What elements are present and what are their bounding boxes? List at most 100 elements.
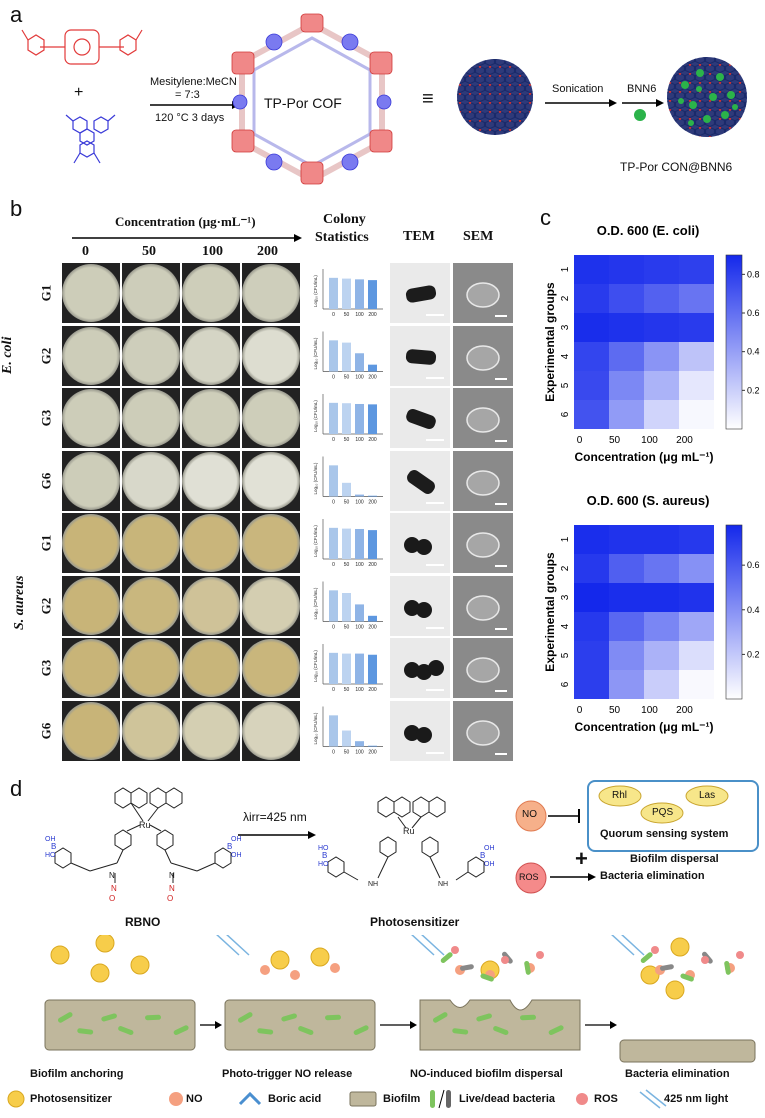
bar-tick-label: 50	[344, 375, 350, 381]
bacterium	[281, 1013, 297, 1022]
legend-photosensitizer-icon	[7, 1090, 25, 1108]
petri-dish-plate	[62, 701, 120, 760]
bar-tick-label: 200	[368, 500, 377, 506]
heat-cell-r3-c4	[679, 313, 714, 342]
dispersed-bacterium	[524, 960, 531, 975]
bnn6-dot-icon	[634, 109, 646, 121]
colorbar-tick: 0.2	[747, 385, 760, 395]
colorbar-tick: 0.8	[747, 269, 760, 279]
sonication-arrow	[545, 99, 617, 107]
light-ray	[226, 935, 250, 956]
bar-r2-c2	[342, 342, 351, 372]
legend-label-3: Boric acid	[268, 1093, 322, 1105]
bacterium	[325, 1014, 342, 1021]
colorbar-tick: 0.6	[747, 560, 760, 570]
petri-dish-plate	[182, 264, 240, 322]
heat-row-label: 2	[560, 295, 571, 301]
legend-label-1: Photosensitizer	[30, 1093, 112, 1105]
svg-text:OH: OH	[484, 845, 495, 852]
sem-image-8	[453, 700, 513, 761]
bar-tick-label: 200	[368, 312, 377, 318]
petri-dish-plate	[242, 451, 300, 510]
sem-image-3	[453, 388, 513, 448]
bar-tick-label: 100	[355, 312, 364, 318]
petri-dish-r7-c3	[182, 638, 240, 698]
svg-text:O: O	[109, 894, 115, 903]
sem-image-5	[453, 513, 513, 573]
bar-chart-group-3: Log₁₀ (CFU/mL) 0 50 100 200	[313, 394, 383, 443]
heat-cell-r2-c2	[609, 554, 644, 583]
no-circle-icon	[515, 800, 547, 832]
group-label-6: G2	[38, 597, 54, 614]
heat-cell-r6-c4	[679, 400, 714, 429]
bar-r5-c3	[355, 528, 364, 559]
heat-cell-r5-c1	[574, 371, 609, 400]
bar-tick-label: 100	[355, 625, 364, 631]
petri-dish-plate	[242, 389, 300, 447]
petri-dish-r2-c4	[242, 325, 300, 386]
bar-r1-c1	[329, 277, 338, 309]
bar-tick-label: 100	[355, 687, 364, 693]
heat-row-label: 6	[560, 411, 571, 417]
bar-r5-c1	[329, 527, 338, 559]
heatmap-1: O.D. 600 (E. coli) 1 2 3 4 5 6 0 50 100 200 Experim…	[543, 223, 760, 464]
group-label-7: G3	[38, 659, 54, 677]
panel-a: a + Mesitylene:MeCN = 7:3 120 °C 3 days	[0, 0, 765, 190]
conditions-label: 120 °C 3 days	[155, 112, 225, 124]
sem-header: SEM	[463, 229, 494, 244]
petri-dish-plate	[182, 326, 240, 385]
rhl-label: Rhl	[612, 790, 628, 801]
heat-cell-r6-c1	[574, 670, 609, 699]
biofilm-slab	[224, 999, 376, 1051]
ros-particle	[536, 951, 544, 959]
bacterium	[118, 1026, 134, 1036]
petri-dish-plate	[62, 576, 120, 635]
rhl-ellipse-icon	[598, 785, 642, 807]
bar-tick-label: 0	[332, 750, 335, 756]
heat-cell-r1-c4	[679, 255, 714, 284]
heat-col-label: 50	[609, 435, 621, 446]
bacterium	[353, 1025, 369, 1035]
bar-tick-label: 200	[368, 375, 377, 381]
heat-cell-r3-c3	[644, 583, 679, 612]
heat-row-label: 4	[560, 353, 571, 359]
bar-tick-label: 100	[355, 500, 364, 506]
bar-tick-label: 50	[344, 750, 350, 756]
bar-r4-c4	[368, 495, 377, 497]
heat-col-label: 100	[641, 435, 658, 446]
light-ray	[216, 935, 240, 956]
petri-dish-r7-c2	[122, 638, 180, 698]
con-bnn6-sphere-illustration	[667, 57, 747, 137]
heat-cell-r1-c1	[574, 525, 609, 554]
petri-dish-r8-c2	[122, 700, 180, 761]
step-label-4: Bacteria elimination	[625, 1068, 730, 1080]
bacteria-elimination-label: Bacteria elimination	[600, 870, 705, 882]
bar-tick-label: 100	[355, 562, 364, 568]
bar-tick-label: 200	[368, 687, 377, 693]
bacterium	[452, 1028, 469, 1035]
heat-cell-r6-c1	[574, 400, 609, 429]
bar-tick-label: 100	[355, 375, 364, 381]
biofilm-step-3	[411, 935, 617, 1051]
photosensitizer-particle	[95, 935, 115, 953]
petri-dish-r1-c2	[122, 263, 180, 323]
legend-label-5: Live/dead bacteria	[459, 1093, 555, 1105]
bar-tick-label: 100	[355, 437, 364, 443]
irradiation-label: λirr=425 nm	[243, 810, 307, 824]
sem-image-6	[453, 575, 513, 636]
heat-row-label: 2	[560, 565, 571, 571]
heat-cell-r2-c1	[574, 554, 609, 583]
colorbar	[725, 254, 743, 430]
bar-tick-label: 200	[368, 625, 377, 631]
bar-ylabel: Log₁₀ (CFU/mL)	[313, 462, 318, 494]
heat-col-label: 200	[676, 705, 693, 716]
bar-chart-group-7: Log₁₀ (CFU/mL) 0 50 100 200	[313, 644, 383, 693]
heat-row-label: 5	[560, 652, 571, 658]
bar-tick-label: 200	[368, 437, 377, 443]
heat-cell-r1-c3	[644, 525, 679, 554]
petri-dish-plate	[62, 639, 120, 697]
petri-dish-r8-c1	[62, 700, 120, 761]
petri-dish-plate	[242, 514, 300, 572]
heat-cell-r3-c1	[574, 583, 609, 612]
